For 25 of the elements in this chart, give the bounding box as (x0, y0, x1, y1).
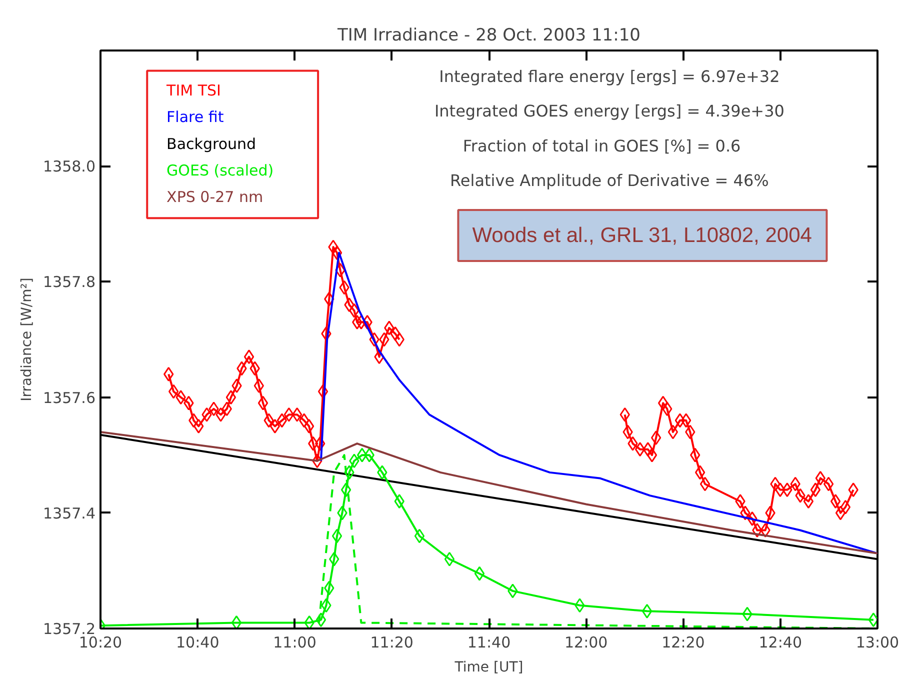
annotation: Relative Amplitude of Derivative = 46% (450, 171, 769, 190)
text: XPS 0-27 nm (166, 188, 264, 206)
text: GOES (scaled) (166, 161, 274, 180)
annotation: Woods et al., GRL 31, L10802, 2004 (472, 224, 812, 247)
x-tick-label: 10:40 (176, 634, 220, 652)
x-tick-label: 11:00 (273, 634, 316, 652)
y-tick-label: 1357.4 (43, 504, 96, 522)
annotation: Integrated GOES energy [ergs] = 4.39e+30 (434, 102, 784, 121)
annotation: Integrated flare energy [ergs] = 6.97e+32 (439, 67, 780, 86)
y-tick-label: 1357.6 (43, 388, 96, 407)
y-tick-label: 1358.0 (43, 158, 96, 176)
x-tick-label: 12:40 (758, 634, 802, 652)
text: Background (166, 134, 256, 153)
x-tick-label: 12:00 (564, 634, 608, 652)
x-tick-label: 13:00 (856, 634, 900, 652)
x-tick-label: 11:20 (370, 634, 414, 652)
text: Flare fit (166, 108, 224, 126)
x-axis-title: Time [UT] (454, 660, 524, 676)
y-axis-title: Irradiance [W/m²] (19, 278, 36, 402)
x-tick-label: 11:40 (467, 634, 511, 652)
text: TIM TSI (166, 82, 221, 100)
y-tick-label: 1357.8 (43, 273, 96, 292)
x-tick-label: 12:20 (662, 634, 705, 652)
annotation: Fraction of total in GOES [%] = 0.6 (462, 136, 741, 156)
chart-title: TIM Irradiance - 28 Oct. 2003 11:10 (336, 26, 640, 46)
